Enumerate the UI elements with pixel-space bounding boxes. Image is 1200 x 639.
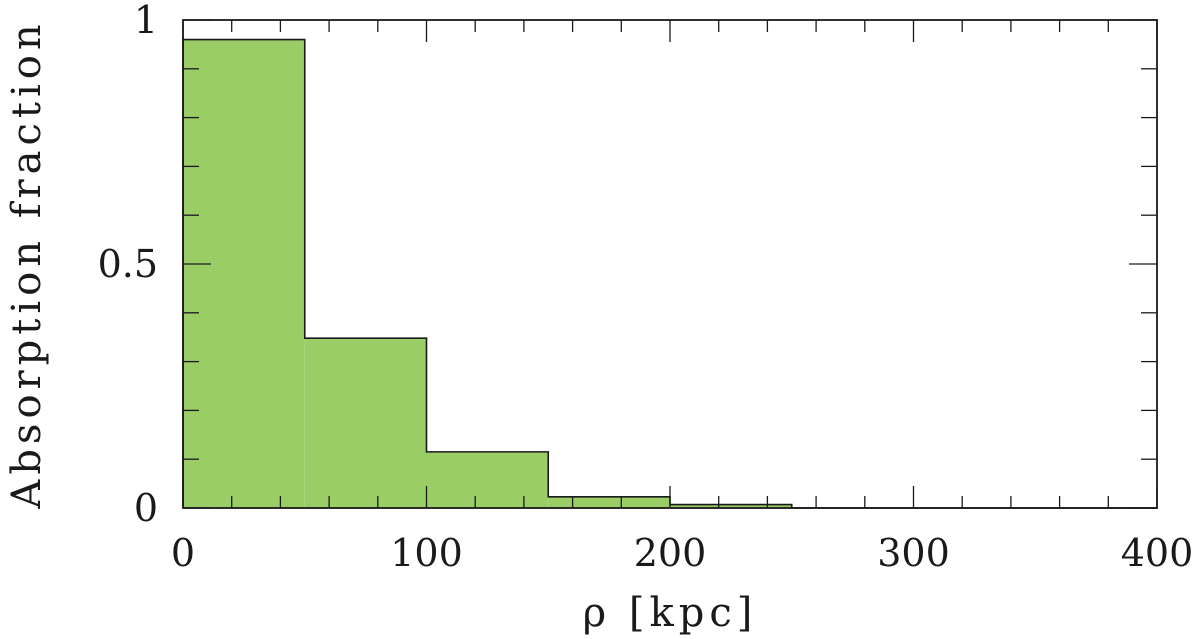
y-tick-label: 0.5 xyxy=(98,242,158,286)
plot-frame xyxy=(182,19,1158,509)
y-tick-label: 1 xyxy=(134,0,158,42)
x-tick-label: 400 xyxy=(1121,531,1194,575)
x-tick-label: 200 xyxy=(634,531,707,575)
x-tick-label: 0 xyxy=(171,531,195,575)
y-axis-label: Absorption fraction xyxy=(4,19,50,509)
x-tick-label: 300 xyxy=(877,531,950,575)
x-tick-labels: 0 100 200 300 400 xyxy=(171,531,1193,575)
histogram-bar-0 xyxy=(183,39,305,509)
histogram-bar-2 xyxy=(426,451,549,508)
y-tick-labels: 00.51 xyxy=(98,0,158,530)
x-axis-label: ρ [kpc] xyxy=(583,590,758,636)
x-tick-label: 100 xyxy=(390,531,463,575)
y-tick-label: 0 xyxy=(134,486,158,530)
histogram-bars xyxy=(183,39,792,509)
histogram-bar-4 xyxy=(670,504,792,508)
histogram-bar-1 xyxy=(304,338,427,508)
histogram-bar-3 xyxy=(548,496,670,508)
